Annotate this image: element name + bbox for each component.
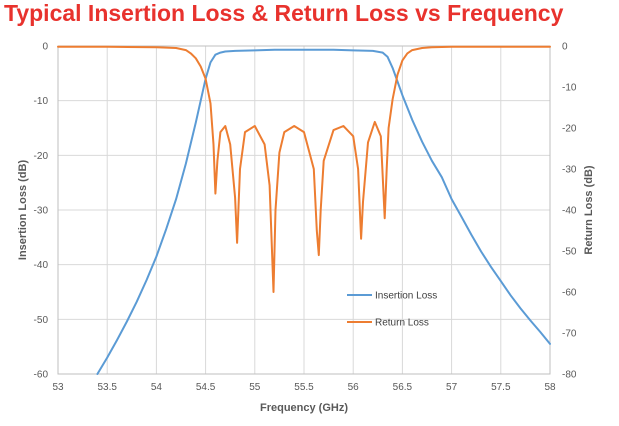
x-tick-label: 54.5 (196, 382, 216, 393)
y-right-tick-label: 0 (562, 42, 568, 53)
x-tick-label: 57.5 (491, 382, 511, 393)
y-right-tick-label: -50 (562, 247, 577, 258)
y-right-tick-label: -10 (562, 83, 577, 94)
y-right-tick-label: -70 (562, 329, 577, 340)
y-right-tick-labels: 0 -10 -20 -30 -40 -50 -60 -70 -80 (562, 42, 577, 381)
chart-title: Typical Insertion Loss & Return Loss vs … (4, 0, 564, 26)
x-tick-label: 54 (151, 382, 163, 393)
legend-label-return-loss: Return Loss (375, 318, 429, 329)
y-right-tick-label: -20 (562, 124, 577, 135)
y-left-tick-label: -30 (34, 206, 49, 217)
series-line-insertion-loss (96, 48, 551, 375)
y-right-tick-label: -30 (562, 165, 577, 176)
x-tick-label: 57 (446, 382, 458, 393)
series-group (57, 45, 551, 375)
legend: Insertion Loss Return Loss (347, 291, 437, 329)
x-tick-label: 55 (249, 382, 261, 393)
y-right-tick-label: -40 (562, 206, 577, 217)
y-left-tick-label: -50 (34, 315, 49, 326)
legend-label-insertion-loss: Insertion Loss (375, 291, 437, 302)
y-left-axis-label: Insertion Loss (dB) (17, 160, 29, 261)
plot-frame (57, 45, 551, 375)
y-left-tick-label: -20 (34, 151, 49, 162)
x-tick-label: 55.5 (294, 382, 314, 393)
y-left-tick-label: -10 (34, 96, 49, 107)
y-left-tick-labels: 0 -10 -20 -30 -40 -50 -60 (34, 42, 49, 381)
y-left-tick-label: -60 (34, 370, 49, 381)
y-left-tick-label: 0 (42, 42, 48, 53)
x-tick-labels: 53 53.5 54 54.5 55 55.5 56 56.5 57 57.5 58 (52, 382, 556, 393)
y-right-tick-label: -80 (562, 370, 577, 381)
x-tick-label: 53 (52, 382, 64, 393)
x-tick-label: 56 (348, 382, 360, 393)
y-right-tick-label: -60 (562, 288, 577, 299)
y-left-tick-label: -40 (34, 260, 49, 271)
x-axis-label: Frequency (GHz) (260, 402, 348, 414)
grid-lines (57, 45, 551, 375)
x-tick-label: 58 (544, 382, 556, 393)
x-tick-label: 53.5 (97, 382, 117, 393)
series-line-return-loss (57, 45, 551, 293)
y-right-axis-label: Return Loss (dB) (583, 165, 595, 255)
x-tick-label: 56.5 (393, 382, 413, 393)
